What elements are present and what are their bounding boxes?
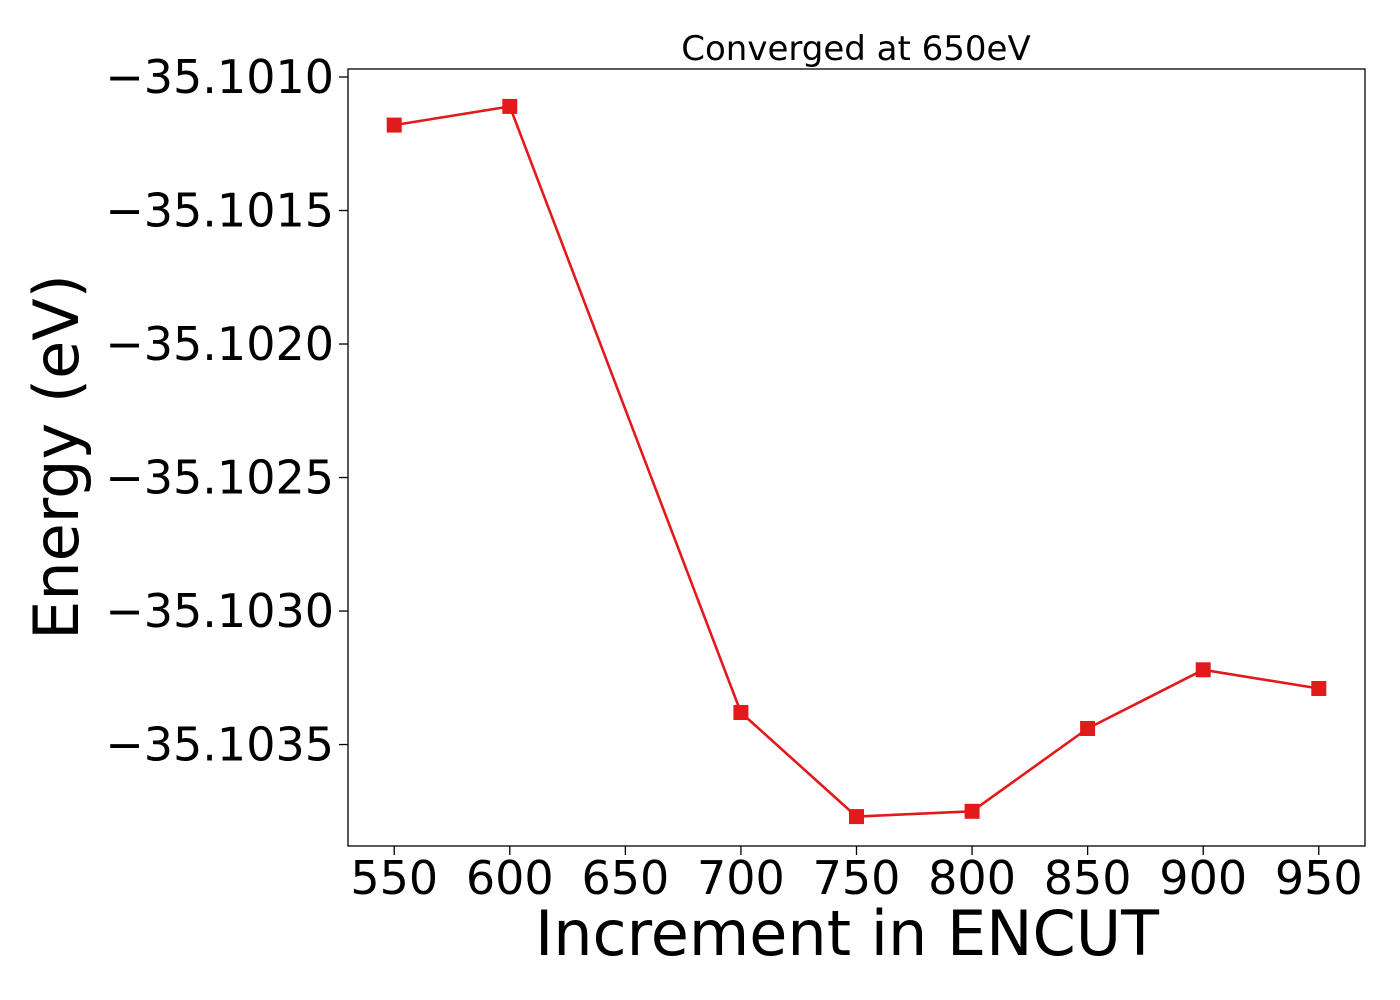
x-tick-label: 800 xyxy=(928,851,1016,905)
plot-area xyxy=(347,68,1366,847)
series-line xyxy=(393,105,1320,818)
x-axis: 550 600 650 700 750 800 850 900 950 xyxy=(350,846,1363,905)
data-point-marker xyxy=(849,809,864,825)
data-point-marker xyxy=(1195,662,1211,678)
chart-title: Converged at 650eV xyxy=(681,29,1030,69)
y-tick-label: −35.1025 xyxy=(105,451,334,505)
y-tick-label: −35.1030 xyxy=(105,584,334,638)
x-tick-label: 900 xyxy=(1159,851,1247,905)
data-point-marker xyxy=(502,98,518,114)
x-tick-label: 750 xyxy=(813,851,901,905)
y-tick-label: −35.1020 xyxy=(105,317,334,371)
data-point-marker xyxy=(733,705,749,720)
x-tick-label: 850 xyxy=(1044,851,1132,905)
data-point-marker xyxy=(964,803,980,819)
y-tick-label: −35.1010 xyxy=(105,50,334,104)
x-tick-label: 950 xyxy=(1275,851,1363,905)
data-point-marker xyxy=(386,117,402,133)
y-tick-label: −35.1015 xyxy=(105,184,334,238)
data-point-marker xyxy=(1080,721,1096,736)
data-point-marker xyxy=(1311,681,1327,696)
x-tick-label: 650 xyxy=(581,851,669,905)
y-axis: −35.1010 −35.1015 −35.1020 −35.1025 −35.1030… xyxy=(105,50,348,772)
x-axis-title: Increment in ENCUT xyxy=(535,897,1160,970)
series-layer xyxy=(386,98,1327,825)
x-tick-label: 600 xyxy=(466,851,554,905)
x-tick-label: 700 xyxy=(697,851,785,905)
y-axis-title: Energy (eV) xyxy=(20,274,93,640)
y-tick-label: −35.1035 xyxy=(105,718,334,772)
x-tick-label: 550 xyxy=(350,851,438,905)
